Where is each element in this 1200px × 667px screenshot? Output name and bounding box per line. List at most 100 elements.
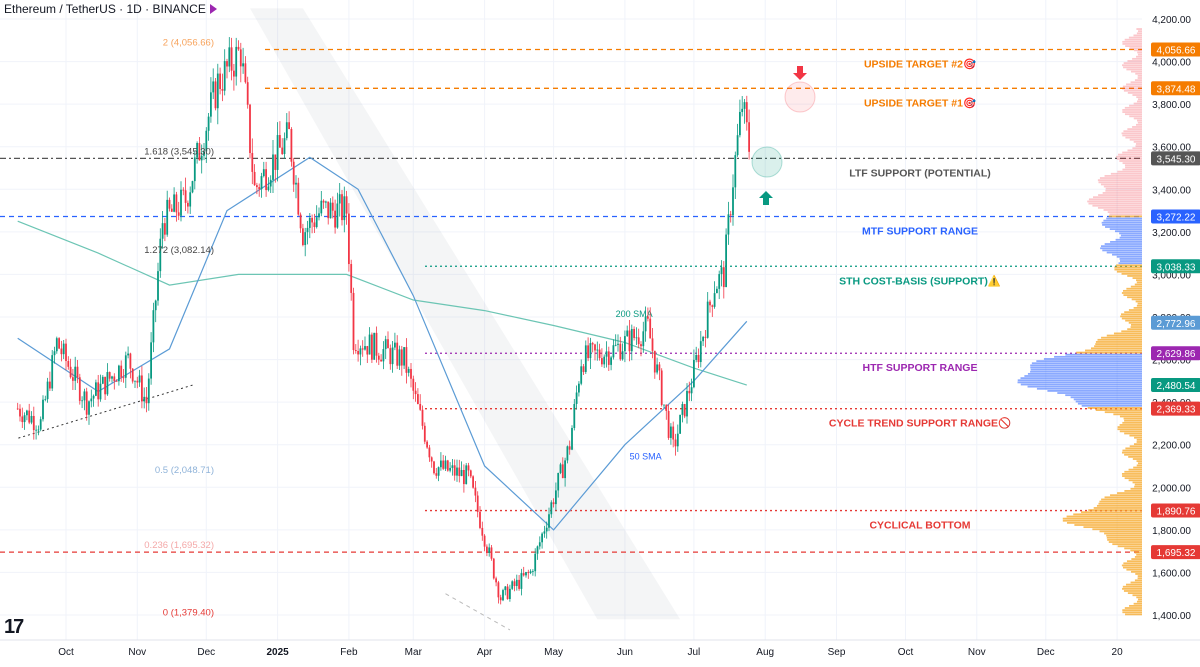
candle-body (624, 336, 626, 352)
candle-body (32, 415, 35, 431)
volume-profile-bar (1124, 38, 1142, 41)
price-label-bg (1151, 81, 1200, 96)
candle-body (212, 81, 215, 93)
candle-body (242, 63, 244, 67)
price-label: 3,272.22 (1157, 212, 1196, 223)
candle-body (348, 213, 350, 265)
candle-body (736, 135, 739, 156)
candle-body (267, 186, 270, 191)
y-tick-label: 4,000.00 (1152, 58, 1191, 69)
candle-body (423, 425, 426, 442)
volume-profile-bar (1125, 319, 1142, 322)
volume-profile-bar (1103, 185, 1142, 188)
price-label-bg (1151, 377, 1200, 392)
candle-body (387, 339, 389, 349)
fib-label: 2 (4,056.66) (163, 38, 214, 49)
volume-profile-bar (1127, 149, 1142, 152)
support-circle (751, 146, 783, 178)
y-tick-label: 2,600.00 (1152, 356, 1191, 367)
volume-profile-bar (1121, 473, 1142, 475)
candle-body (433, 461, 435, 474)
volume-profile-bar (1030, 364, 1142, 367)
candle-body (589, 343, 592, 359)
y-tick-label: 3,400.00 (1152, 185, 1191, 196)
volume-profile-bar (1136, 460, 1142, 463)
candle-body (44, 399, 47, 400)
candle-body (511, 581, 514, 589)
candle-body (713, 293, 716, 307)
volume-profile-bar (1128, 321, 1142, 324)
volume-profile-bar (1073, 513, 1142, 516)
volume-profile-bar (1131, 570, 1142, 573)
candle-body (23, 415, 26, 423)
candle-body (499, 597, 502, 601)
candle-body (670, 426, 672, 438)
candle-body (249, 104, 251, 154)
candle-body (92, 395, 95, 399)
volume-profile-bar (1121, 132, 1142, 135)
volume-profile-bar (1133, 102, 1142, 105)
volume-profile-bar (1136, 32, 1142, 35)
volume-profile-bar (1126, 287, 1142, 290)
candle-body (124, 355, 127, 378)
candle-body (734, 155, 737, 188)
price-label-bg (1151, 401, 1200, 416)
level-annotation: MTF SUPPORT RANGE (862, 225, 978, 237)
candle-body (640, 344, 642, 347)
y-tick-label: 1,800.00 (1152, 526, 1191, 537)
volume-profile-bar (1129, 104, 1142, 107)
candle-body (727, 214, 730, 235)
candle-body (474, 487, 477, 496)
volume-profile-bar (1104, 496, 1142, 499)
candle-body (175, 194, 178, 213)
volume-profile-bar (1085, 349, 1142, 352)
volume-profile-bar (1027, 385, 1142, 388)
volume-profile-bar (1101, 336, 1142, 339)
volume-profile-bar (1119, 430, 1142, 433)
volume-profile-bar (1133, 466, 1142, 469)
candle-body (460, 470, 463, 477)
x-tick-label: Aug (756, 647, 774, 658)
volume-profile-bar (1124, 490, 1142, 492)
volume-profile-bar (1123, 62, 1142, 64)
candle-body (246, 82, 249, 105)
candle-body (488, 547, 491, 553)
volume-profile-bar (1135, 143, 1142, 145)
candle-body (49, 381, 51, 389)
fib-label: 0 (1,379.40) (163, 607, 214, 618)
candle-body (656, 364, 658, 373)
volume-profile-bar (1133, 306, 1142, 309)
volume-profile-bar (1036, 360, 1142, 362)
volume-profile-bar (1130, 326, 1142, 328)
volume-profile-bar (1104, 411, 1142, 414)
candle-body (515, 579, 518, 587)
candle-body (221, 88, 224, 91)
candle-body (108, 372, 111, 379)
candle-body (173, 194, 175, 212)
volume-profile-bar (1124, 164, 1142, 167)
volume-profile-bar (1083, 526, 1142, 529)
volume-profile-bar (1134, 579, 1142, 582)
volume-profile-bar (1132, 126, 1142, 128)
volume-profile-bar (1131, 298, 1142, 301)
candle-body (74, 366, 77, 381)
candle-body (60, 348, 63, 355)
volume-profile-bar (1124, 419, 1142, 422)
candle-body (732, 187, 734, 216)
volume-profile-bar (1105, 189, 1142, 192)
candle-body (375, 332, 378, 356)
candle-body (95, 382, 97, 396)
candle-body (318, 213, 320, 218)
volume-profile-bar (1120, 315, 1142, 318)
candle-body (216, 73, 219, 109)
volume-profile-bar (1119, 236, 1142, 239)
candle-body (607, 351, 610, 365)
volume-profile-bar (1124, 470, 1142, 473)
y-tick-label: 1,600.00 (1152, 568, 1191, 579)
volume-profile-bar (1122, 162, 1142, 165)
candle-body (635, 337, 638, 339)
volume-profile-bar (1127, 60, 1142, 62)
candle-body (141, 375, 143, 402)
volume-profile-bar (1130, 324, 1142, 326)
